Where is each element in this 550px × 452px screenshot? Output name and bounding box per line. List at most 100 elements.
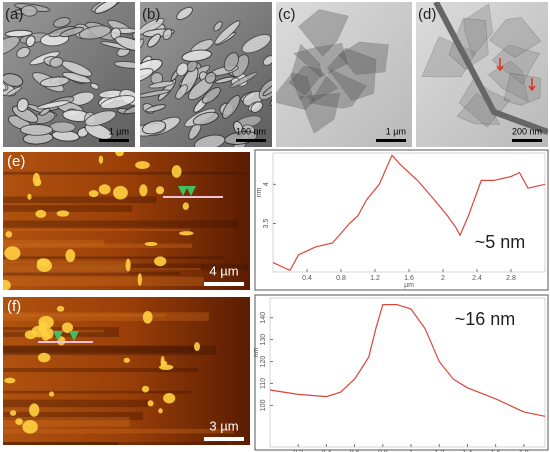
- x-tick-label: 1.6: [404, 275, 414, 282]
- scan-band: [3, 390, 192, 394]
- particle: [41, 331, 50, 341]
- scale-bar: [376, 139, 406, 142]
- x-tick-label: 2: [441, 275, 445, 282]
- texture: [262, 80, 272, 97]
- scan-band: [3, 256, 224, 259]
- texture: [140, 38, 145, 50]
- particle: [160, 355, 165, 368]
- x-tick-label: 0.2: [293, 450, 303, 452]
- texture: [20, 5, 38, 17]
- flake: [293, 43, 348, 78]
- y-tick-label: 120: [260, 356, 267, 368]
- texture: [36, 100, 70, 110]
- scan-band: [3, 243, 193, 249]
- image-background: [276, 2, 412, 147]
- texture: [49, 56, 64, 68]
- particle: [194, 342, 200, 351]
- flake: [290, 43, 322, 101]
- annotation: ~16 nm: [455, 309, 516, 329]
- profile-curve: [272, 154, 546, 272]
- texture: [113, 60, 135, 69]
- texture: [213, 21, 223, 32]
- particle: [125, 258, 131, 272]
- texture: [100, 95, 135, 110]
- texture: [16, 97, 29, 112]
- scan-band: [3, 411, 143, 421]
- texture: [176, 6, 193, 21]
- micrograph: [3, 297, 250, 445]
- texture: [68, 0, 84, 2]
- texture: [16, 46, 31, 59]
- texture: [194, 134, 226, 147]
- scan-band: [3, 268, 201, 271]
- texture: [39, 76, 70, 88]
- particle: [35, 209, 47, 218]
- texture: [201, 86, 221, 104]
- particle: [123, 357, 130, 363]
- scan-band: [3, 399, 149, 408]
- panel-label: (b): [142, 6, 160, 23]
- particle: [141, 385, 150, 393]
- texture: [222, 94, 241, 119]
- texture: [19, 123, 54, 136]
- panel-label: (c): [278, 6, 296, 23]
- texture: [132, 31, 135, 52]
- particle: [38, 315, 54, 329]
- scan-band: [3, 312, 209, 321]
- texture: [147, 33, 161, 48]
- particle: [3, 279, 11, 290]
- texture: [84, 122, 113, 140]
- texture: [94, 2, 119, 14]
- x-tick-label: 1.8: [519, 450, 529, 452]
- particle: [56, 305, 65, 312]
- particle: [135, 161, 150, 169]
- texture: [269, 93, 272, 106]
- particle: [22, 419, 38, 434]
- flake: [288, 65, 339, 102]
- texture: [59, 26, 85, 38]
- particle: [24, 330, 37, 340]
- micrograph: [3, 152, 250, 290]
- texture: [214, 20, 241, 45]
- particle: [142, 310, 153, 324]
- texture: [53, 17, 71, 28]
- scan-band: [3, 239, 105, 247]
- texture: [78, 25, 112, 40]
- flake: [463, 3, 493, 58]
- particle: [4, 377, 16, 384]
- scan-band: [3, 345, 217, 356]
- arrow: [528, 78, 536, 92]
- particle: [9, 410, 17, 416]
- scale-bar-label: 3 µm: [209, 418, 238, 433]
- scan-band: [3, 171, 245, 175]
- texture: [204, 71, 217, 84]
- texture: [241, 33, 272, 54]
- scale-bar: [99, 139, 129, 142]
- texture: [3, 73, 24, 87]
- scale-bar: [236, 139, 266, 142]
- texture: [250, 101, 264, 113]
- x-tick-label: 0.6: [350, 450, 360, 452]
- texture: [211, 0, 225, 1]
- x-tick-label: 1.2: [370, 275, 380, 282]
- y-axis-label: nm: [253, 347, 260, 357]
- chart-frame: [254, 294, 549, 451]
- scan-band: [3, 346, 199, 353]
- particle: [171, 165, 182, 178]
- plot-area: [269, 297, 546, 448]
- particle: [178, 231, 194, 236]
- particle: [182, 202, 189, 211]
- texture: [223, 52, 240, 72]
- y-tick-label: 100: [260, 399, 267, 411]
- y-tick-label: 140: [260, 312, 267, 324]
- particle: [115, 152, 124, 157]
- panel-label: (d): [418, 6, 436, 23]
- x-tick-label: 2.8: [506, 275, 516, 282]
- texture: [84, 110, 117, 127]
- flake: [491, 44, 541, 85]
- scale-bar-label: 200 nm: [512, 126, 542, 136]
- particle: [139, 184, 148, 197]
- x-tick-label: 0.8: [336, 275, 346, 282]
- particle: [98, 155, 104, 164]
